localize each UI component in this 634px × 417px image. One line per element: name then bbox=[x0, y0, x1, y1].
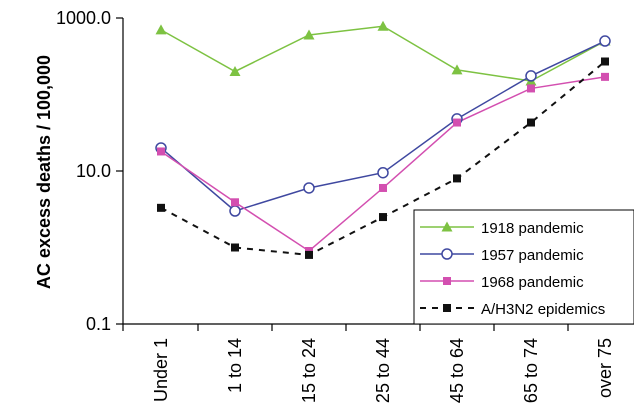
y-axis-label: AC excess deaths / 100,000 bbox=[34, 55, 54, 289]
data-point bbox=[379, 213, 387, 222]
data-point bbox=[453, 118, 461, 127]
x-tick-label: 45 to 64 bbox=[447, 338, 467, 403]
y-tick-label: 10.0 bbox=[76, 161, 111, 181]
data-point bbox=[305, 250, 313, 259]
legend-label: A/H3N2 epidemics bbox=[481, 301, 605, 318]
legend-label: 1918 pandemic bbox=[481, 220, 584, 237]
data-point bbox=[601, 72, 609, 81]
data-point bbox=[379, 183, 387, 192]
x-tick-label: Under 1 bbox=[151, 338, 171, 402]
data-point bbox=[601, 57, 609, 66]
data-point bbox=[229, 65, 241, 76]
data-point bbox=[453, 174, 461, 183]
legend-label: 1957 pandemic bbox=[481, 247, 584, 264]
data-point bbox=[525, 70, 537, 82]
data-point bbox=[231, 198, 239, 207]
data-point bbox=[377, 20, 389, 31]
data-point bbox=[377, 166, 389, 179]
data-point bbox=[231, 243, 239, 252]
data-point bbox=[527, 84, 535, 93]
x-tick-label: 65 to 74 bbox=[521, 338, 541, 403]
legend-marker bbox=[443, 304, 451, 312]
data-point bbox=[303, 182, 315, 194]
legend-marker bbox=[443, 277, 451, 285]
data-point bbox=[229, 205, 241, 217]
x-tick-label: 15 to 24 bbox=[299, 338, 319, 403]
x-tick-label: 25 to 44 bbox=[373, 338, 393, 403]
data-point bbox=[451, 64, 463, 75]
y-tick-label: 0.1 bbox=[86, 314, 111, 334]
legend-label: 1968 pandemic bbox=[481, 274, 584, 291]
data-point bbox=[155, 24, 167, 35]
legend-marker bbox=[441, 221, 453, 232]
data-point bbox=[599, 35, 611, 47]
data-point bbox=[527, 118, 535, 127]
legend-marker bbox=[441, 248, 453, 260]
data-point bbox=[157, 203, 165, 212]
x-tick-label: 1 to 14 bbox=[225, 338, 245, 393]
data-point bbox=[303, 29, 315, 40]
data-point bbox=[157, 147, 165, 156]
y-tick-label: 1000.0 bbox=[56, 8, 111, 28]
x-tick-label: over 75 bbox=[595, 338, 615, 398]
